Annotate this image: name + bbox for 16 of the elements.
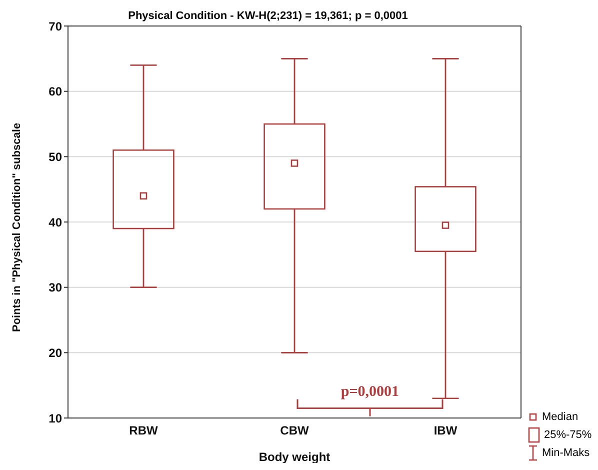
y-tick-label: 20 (48, 346, 62, 360)
text: Min-Maks (542, 447, 590, 459)
text: Median (542, 411, 578, 423)
y-tick-label: 30 (48, 280, 62, 295)
text: 25%-75% (544, 429, 592, 441)
y-tick-label: 70 (48, 19, 62, 34)
y-tick-label: 60 (48, 84, 62, 99)
y-tick-label: 50 (48, 150, 62, 164)
x-tick-label: IBW (434, 424, 458, 438)
y-axis-title: Points in "Physical Condition" subscale (10, 122, 23, 332)
annotation: p=0,0001 (340, 384, 400, 400)
chart-title: Physical Condition - KW-H(2;231) = 19,361; p = 0,0001 (128, 10, 408, 22)
x-tick-label: CBW (280, 424, 310, 438)
x-tick-label: RBW (129, 424, 158, 438)
y-tick-label: 10 (48, 411, 62, 426)
y-tick-label: 40 (48, 215, 62, 230)
